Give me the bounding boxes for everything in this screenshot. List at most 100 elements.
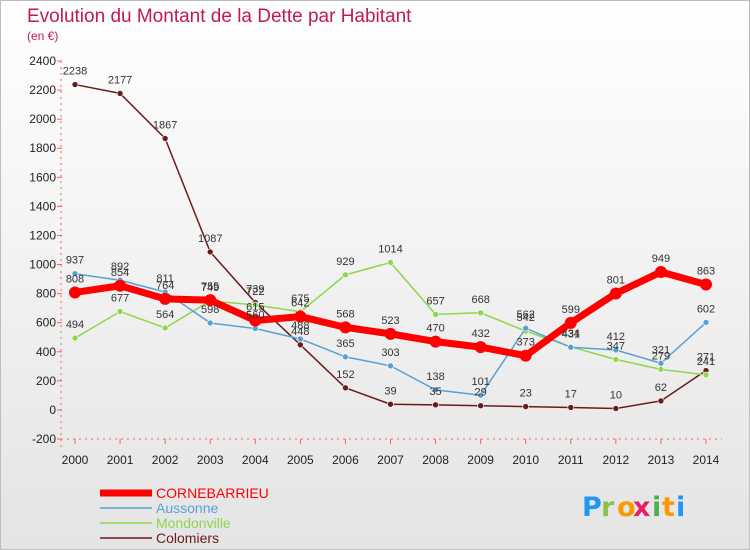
- data-point-mondonville: [342, 271, 349, 279]
- y-tick-label: -200: [32, 432, 56, 446]
- data-label-colomiers: 23: [520, 388, 532, 400]
- chart-subtitle: (en €): [27, 29, 58, 43]
- y-tick-label: 2400: [29, 54, 56, 68]
- data-point-colomiers: [522, 403, 530, 410]
- data-point-cornebarrieu: [429, 335, 442, 348]
- data-point-mondonville: [657, 366, 665, 373]
- data-label-mondonville: 675: [291, 293, 309, 305]
- data-point-colomiers: [657, 397, 665, 405]
- data-point-aussonne: [206, 319, 214, 327]
- y-tick-label: 0: [49, 403, 56, 417]
- data-label-aussonne: 892: [111, 261, 129, 273]
- data-label-cornebarrieu: 373: [517, 337, 535, 349]
- data-label-mondonville: 722: [246, 286, 264, 298]
- logo-letter: t: [662, 492, 675, 523]
- data-label-aussonne: 303: [381, 347, 399, 359]
- x-tick-label: 2013: [648, 453, 675, 467]
- data-label-mondonville: 668: [471, 294, 489, 306]
- data-label-mondonville: 677: [111, 292, 129, 304]
- data-point-colomiers: [477, 402, 484, 410]
- y-tick-label: 1800: [29, 141, 56, 155]
- data-point-mondonville: [477, 309, 484, 317]
- y-tick-label: 1200: [29, 228, 56, 242]
- data-point-aussonne: [612, 346, 620, 354]
- data-point-cornebarrieu: [474, 341, 487, 354]
- data-point-mondonville: [612, 356, 620, 363]
- data-point-mondonville: [251, 301, 259, 309]
- data-point-colomiers: [387, 400, 394, 408]
- data-label-aussonne: 560: [246, 310, 264, 322]
- data-point-mondonville: [387, 259, 394, 266]
- data-label-cornebarrieu: 523: [381, 315, 399, 327]
- x-tick-label: 2006: [332, 453, 359, 467]
- logo-letter: P: [582, 492, 602, 523]
- data-point-cornebarrieu: [294, 310, 307, 323]
- data-point-aussonne: [567, 343, 575, 351]
- series-layer: [69, 81, 712, 412]
- x-tick-label: 2001: [107, 453, 134, 467]
- data-label-colomiers: 29: [475, 387, 487, 399]
- data-point-colomiers: [612, 405, 620, 412]
- x-tick-label: 2008: [422, 453, 449, 467]
- data-point-colomiers: [432, 401, 439, 409]
- data-point-mondonville: [702, 371, 710, 379]
- logo-letter: i: [652, 492, 661, 523]
- data-label-mondonville: 929: [336, 256, 354, 268]
- data-point-aussonne: [71, 270, 79, 277]
- data-point-aussonne: [657, 359, 665, 367]
- data-point-aussonne: [297, 335, 304, 343]
- logo-letter: o: [617, 492, 636, 523]
- data-label-cornebarrieu: 801: [607, 274, 625, 286]
- y-tick-label: 1400: [29, 199, 56, 213]
- data-point-aussonne: [387, 362, 394, 370]
- data-point-cornebarrieu: [519, 349, 532, 362]
- data-label-colomiers: 448: [291, 326, 309, 338]
- data-label-aussonne: 811: [156, 273, 174, 285]
- y-tick-label: 1600: [29, 170, 56, 184]
- x-tick-label: 2009: [467, 453, 494, 467]
- data-label-mondonville: 749: [201, 282, 219, 294]
- data-label-cornebarrieu: 755: [201, 281, 219, 293]
- data-point-cornebarrieu: [114, 279, 127, 292]
- data-label-aussonne: 937: [66, 255, 84, 267]
- data-label-cornebarrieu: 470: [426, 323, 444, 335]
- data-label-cornebarrieu: 432: [471, 328, 489, 340]
- data-point-colomiers: [567, 404, 575, 411]
- data-label-aussonne: 101: [471, 376, 489, 388]
- proxiti-logo: P r o x i t i: [582, 492, 685, 523]
- data-label-mondonville: 241: [697, 356, 715, 368]
- data-label-cornebarrieu: 949: [652, 253, 670, 265]
- data-label-mondonville: 347: [607, 340, 625, 352]
- legend-label-cornebarrieu: CORNEBARRIEU: [156, 485, 269, 501]
- x-tick-label: 2003: [197, 453, 224, 467]
- data-point-cornebarrieu: [339, 321, 352, 334]
- data-label-aussonne: 321: [652, 344, 670, 356]
- data-label-layer: 2238 2177 1867 1087 739 448 152 39 35 29 23 17 10 62 2…: [63, 66, 715, 402]
- x-tick-label: 2012: [603, 453, 630, 467]
- data-point-cornebarrieu: [69, 286, 81, 299]
- legend-label-mondonville: Mondonville: [156, 515, 231, 531]
- data-point-cornebarrieu: [204, 294, 217, 307]
- data-point-aussonne: [522, 324, 530, 332]
- data-label-colomiers: 152: [336, 369, 354, 381]
- data-label-cornebarrieu: 764: [156, 280, 174, 292]
- data-label-mondonville: 657: [426, 295, 444, 307]
- data-point-colomiers: [342, 384, 349, 392]
- data-label-colomiers: 739: [246, 283, 264, 295]
- data-label-cornebarrieu: 863: [697, 265, 715, 277]
- data-label-aussonne: 598: [201, 304, 219, 316]
- y-tick-label: 2200: [29, 83, 56, 97]
- data-label-mondonville: 542: [517, 312, 535, 324]
- data-label-mondonville: 494: [66, 319, 84, 331]
- x-tick-label: 2014: [693, 453, 720, 467]
- data-point-cornebarrieu: [564, 316, 577, 329]
- data-point-cornebarrieu: [654, 265, 667, 278]
- data-label-aussonne: 602: [697, 303, 715, 315]
- grid-layer: [57, 60, 722, 447]
- data-label-cornebarrieu: 568: [336, 308, 354, 320]
- data-point-cornebarrieu: [249, 314, 262, 327]
- data-label-cornebarrieu: 808: [66, 273, 84, 285]
